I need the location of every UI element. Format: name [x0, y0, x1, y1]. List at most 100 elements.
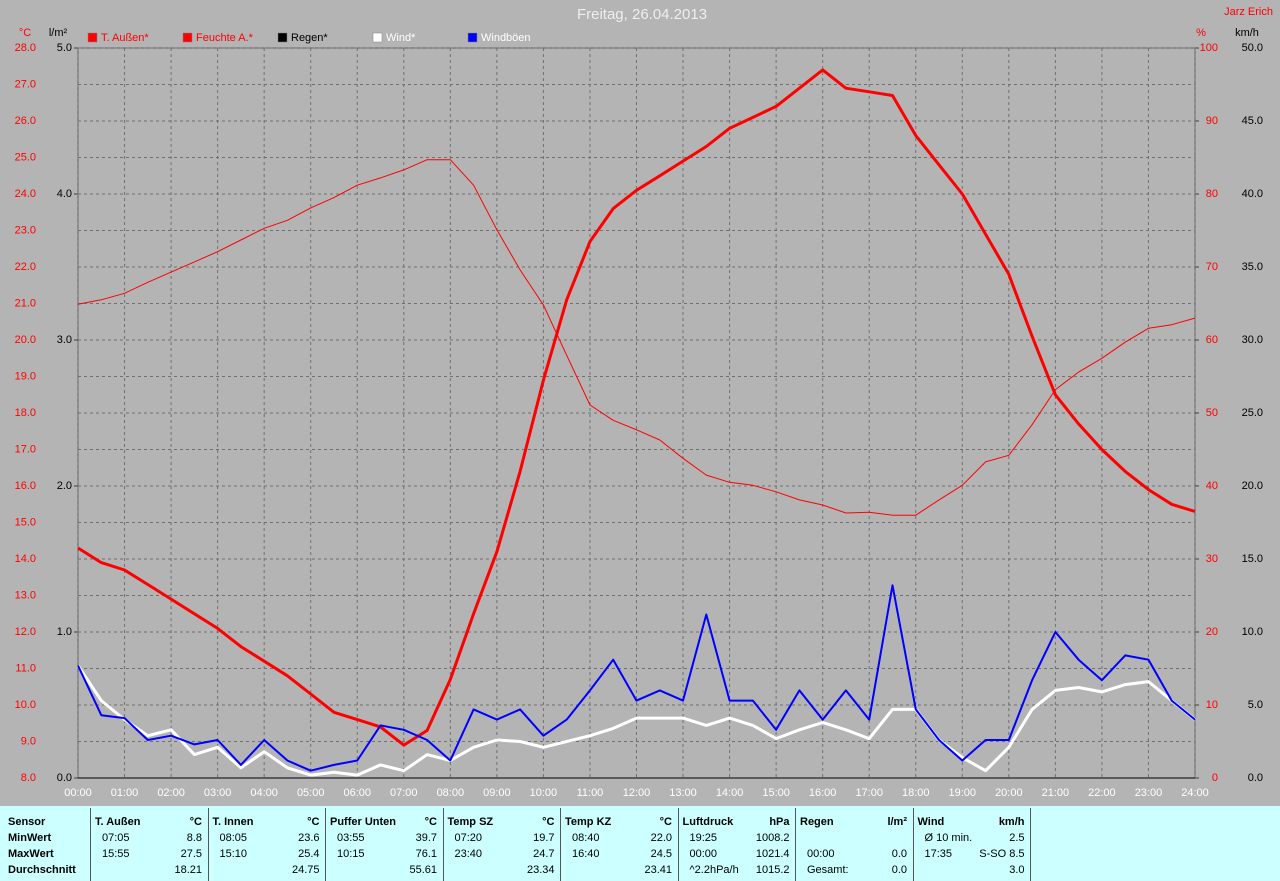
y3-axis-title: %	[1196, 27, 1206, 39]
y-tick-label: 19.0	[15, 370, 36, 382]
author: Jarz Erich	[1224, 6, 1273, 18]
cell-time: Ø 10 min.	[924, 832, 973, 844]
x-tick-label: 13:00	[669, 787, 697, 799]
column-title: Temp KZ	[565, 816, 612, 828]
cell-value: 0.0	[891, 848, 907, 860]
row-label: Sensor	[8, 816, 46, 828]
cell-time: 17:35	[924, 848, 953, 860]
row-label: Durchschnitt	[8, 864, 76, 876]
cell-value: 39.7	[415, 832, 437, 844]
column-title: T. Innen	[212, 816, 254, 828]
y4-tick-label: 35.0	[1242, 261, 1263, 273]
column-unit: °C	[307, 816, 320, 828]
y-tick-label: 18.0	[15, 407, 36, 419]
cell-time: 15:10	[219, 848, 248, 860]
x-tick-label: 06:00	[343, 787, 371, 799]
x-tick-label: 07:00	[390, 787, 418, 799]
y-axis-title: °C	[19, 27, 31, 39]
y-tick-label: 25.0	[15, 151, 36, 163]
x-tick-label: 24:00	[1181, 787, 1209, 799]
y2-axis-title: l/m²	[49, 27, 68, 39]
y3-tick-label: 10	[1206, 699, 1218, 711]
y2-tick-label: 5.0	[57, 42, 72, 54]
x-tick-label: 20:00	[995, 787, 1023, 799]
legend-swatch	[182, 32, 193, 43]
column-title: Wind	[917, 816, 945, 828]
cell-value: 23.41	[644, 864, 672, 876]
y4-tick-label: 40.0	[1242, 188, 1263, 200]
column-separator	[207, 808, 209, 881]
x-tick-label: 17:00	[855, 787, 883, 799]
column-title: Puffer Unten	[330, 816, 396, 828]
y4-tick-label: 25.0	[1242, 407, 1263, 419]
y-tick-label: 12.0	[15, 626, 36, 638]
y-tick-label: 28.0	[15, 42, 36, 54]
y-tick-label: 20.0	[15, 334, 36, 346]
y2-tick-label: 3.0	[57, 334, 72, 346]
cell-time: Gesamt:	[807, 864, 849, 876]
x-tick-label: 09:00	[483, 787, 511, 799]
y-tick-label: 21.0	[15, 297, 36, 309]
column-separator	[1030, 808, 1031, 881]
y4-axis-title: km/h	[1235, 27, 1259, 39]
x-tick-label: 01:00	[111, 787, 139, 799]
cell-value: 24.75	[291, 864, 320, 876]
cell-time: 10:15	[337, 848, 365, 860]
y3-tick-label: 90	[1206, 115, 1218, 127]
cell-value: 23.6	[298, 832, 320, 844]
cell-value: 24.5	[650, 848, 672, 860]
cell-time: 00:00	[689, 848, 718, 860]
y4-tick-label: 10.0	[1242, 626, 1263, 638]
x-tick-label: 14:00	[716, 787, 744, 799]
column-title: Luftdruck	[682, 816, 734, 828]
cell-value: 0.0	[891, 864, 907, 876]
series-line	[77, 159, 1196, 516]
y-tick-label: 27.0	[15, 78, 36, 90]
y3-tick-label: 30	[1206, 553, 1218, 565]
y-tick-label: 22.0	[15, 261, 36, 273]
x-tick-label: 02:00	[157, 787, 185, 799]
series-line	[76, 664, 1196, 777]
y3-tick-label: 100	[1200, 42, 1218, 54]
x-tick-label: 15:00	[762, 787, 790, 799]
x-tick-label: 22:00	[1088, 787, 1116, 799]
series-line	[77, 68, 1196, 747]
x-tick-label: 18:00	[902, 787, 930, 799]
cell-value: 22.0	[650, 832, 672, 844]
x-tick-label: 05:00	[297, 787, 325, 799]
y3-tick-label: 40	[1206, 480, 1218, 492]
y4-tick-label: 0.0	[1248, 772, 1263, 784]
cell-time: 00:00	[807, 848, 835, 860]
y-tick-label: 15.0	[15, 516, 36, 528]
cell-time: 08:40	[572, 832, 600, 844]
x-tick-label: 00:00	[64, 787, 92, 799]
column-title: T. Außen	[95, 816, 141, 828]
y-tick-label: 9.0	[21, 735, 36, 747]
cell-time: 07:20	[454, 832, 483, 844]
x-tick-label: 21:00	[1042, 787, 1070, 799]
column-separator	[795, 808, 796, 881]
legend-label: Windböen	[481, 32, 531, 44]
y3-tick-label: 60	[1206, 334, 1218, 346]
column-unit: l/m²	[887, 816, 907, 828]
legend-swatch	[467, 32, 478, 43]
chart-title: Freitag, 26.04.2013	[577, 6, 707, 23]
x-tick-label: 12:00	[623, 787, 651, 799]
cell-time: ^2.2hPa/h	[689, 864, 739, 876]
cell-value: 19.7	[533, 832, 555, 844]
y2-tick-label: 0.0	[57, 772, 72, 784]
cell-time: 03:55	[337, 832, 365, 844]
legend-label: Feuchte A.*	[196, 32, 254, 44]
x-tick-label: 10:00	[530, 787, 558, 799]
y3-tick-label: 80	[1206, 188, 1218, 200]
x-tick-label: 19:00	[949, 787, 977, 799]
legend-swatch	[277, 32, 288, 43]
cell-value: 3.0	[1009, 864, 1025, 876]
y4-tick-label: 30.0	[1242, 334, 1263, 346]
series-line	[77, 584, 1196, 772]
cell-value: 18.21	[174, 864, 202, 876]
stats-table: Sensor MinWert MaxWert Durchschnitt T. Außen…	[0, 806, 1280, 881]
cell-value: 1021.4	[755, 848, 790, 860]
column-unit: °C	[659, 816, 672, 828]
